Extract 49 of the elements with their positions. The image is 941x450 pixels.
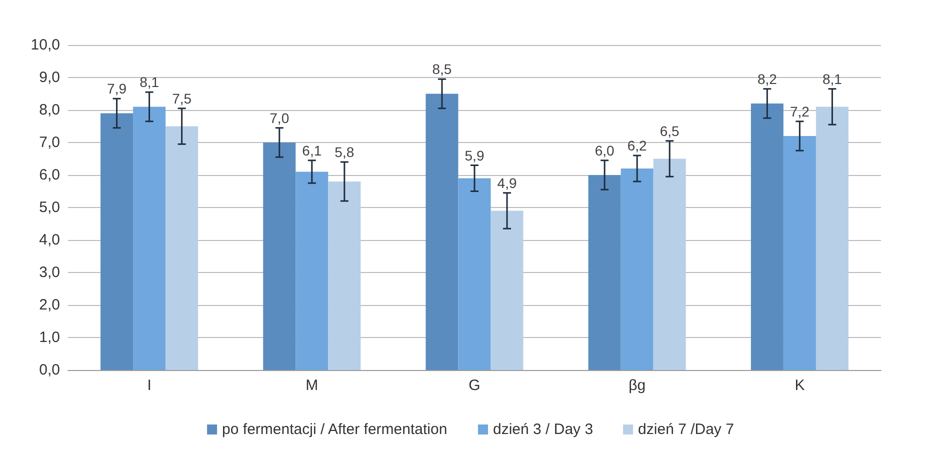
legend-label: dzień 7 /Day 7 — [638, 421, 734, 438]
bar — [328, 182, 361, 370]
bar — [588, 175, 621, 370]
data-label: 8,1 — [140, 74, 160, 90]
y-tick-label: 10,0 — [30, 36, 60, 54]
y-tick-label: 7,0 — [39, 134, 60, 151]
bar — [458, 178, 491, 370]
bar — [783, 136, 816, 370]
x-tick-label: M — [306, 377, 318, 394]
data-label: 8,5 — [432, 61, 452, 78]
bar — [133, 106, 166, 370]
bar — [490, 210, 524, 370]
y-tick-label: 1,0 — [39, 329, 60, 346]
x-tick-label: K — [794, 377, 805, 394]
bar — [263, 142, 296, 370]
bar — [426, 94, 458, 370]
data-label: 8,2 — [757, 70, 778, 87]
bar — [296, 172, 328, 370]
x-tick-label: βg — [628, 377, 646, 394]
data-label: 7,5 — [172, 90, 192, 106]
legend-label: dzień 3 / Day 3 — [492, 421, 594, 438]
bar — [620, 168, 654, 370]
legend-label: po fermentacji / After fermentation — [222, 421, 448, 438]
bar — [653, 158, 686, 370]
data-label: 7,9 — [107, 80, 127, 97]
y-tick-label: 2,0 — [39, 296, 60, 314]
y-tick-label: 3,0 — [39, 264, 60, 281]
y-tick-label: 6,0 — [39, 166, 60, 184]
y-tick-label: 5,0 — [39, 199, 60, 216]
y-tick-label: 9,0 — [39, 69, 60, 86]
data-label: 6,0 — [594, 142, 615, 158]
data-label: 5,9 — [464, 147, 484, 164]
data-label: 6,2 — [627, 138, 648, 154]
data-label: 6,1 — [302, 142, 322, 158]
data-label: 7,2 — [790, 103, 810, 120]
bar — [166, 126, 198, 370]
data-label: 8,1 — [822, 70, 842, 87]
y-tick-label: 0,0 — [39, 362, 60, 378]
x-tick-label: I — [147, 377, 152, 394]
data-label: 7,0 — [270, 110, 290, 126]
y-tick-label: 4,0 — [39, 232, 60, 248]
data-label: 4,9 — [497, 174, 517, 191]
data-label: 6,5 — [660, 122, 680, 139]
bar — [100, 113, 134, 370]
x-tick-label: G — [468, 377, 480, 394]
data-label: 5,8 — [334, 144, 354, 160]
bar — [816, 106, 848, 370]
bar — [750, 104, 784, 370]
y-tick-label: 8,0 — [39, 102, 60, 118]
